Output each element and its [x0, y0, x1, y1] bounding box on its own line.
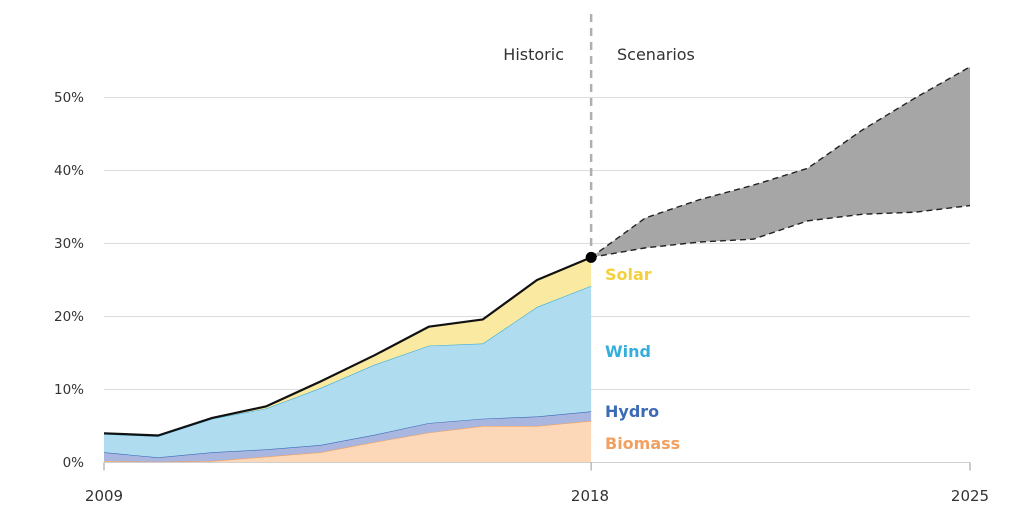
area-biomass [104, 420, 592, 463]
current-value-marker [585, 251, 597, 263]
scenario-upper-line [590, 66, 971, 258]
y-tick-10: 10% [54, 382, 84, 398]
historic-label: Historic [503, 45, 564, 64]
series-label-solar: Solar [605, 265, 652, 284]
y-tick-20: 20% [54, 309, 84, 325]
series-label-biomass: Biomass [605, 434, 680, 453]
total-line [103, 256, 592, 437]
labels: Historic Scenarios 2009 2018 2025 0% 10%… [54, 45, 989, 505]
y-tick-0: 0% [63, 455, 85, 471]
x-tick-2009: 2009 [85, 487, 123, 505]
scenario-lower-line [591, 204, 971, 259]
area-wind [104, 285, 592, 458]
stacked-areas [103, 256, 592, 463]
axes [103, 462, 971, 471]
series-label-wind: Wind [605, 342, 651, 361]
area-hydro [104, 411, 592, 462]
y-tick-30: 30% [54, 236, 84, 252]
scenario-area [591, 66, 970, 258]
y-tick-40: 40% [54, 163, 84, 179]
x-tick-2018: 2018 [571, 487, 609, 505]
scenarios-label: Scenarios [617, 45, 695, 64]
y-tick-50: 50% [54, 90, 84, 106]
series-label-hydro: Hydro [605, 402, 659, 421]
scenario-band [585, 14, 971, 263]
x-tick-2025: 2025 [951, 487, 989, 505]
